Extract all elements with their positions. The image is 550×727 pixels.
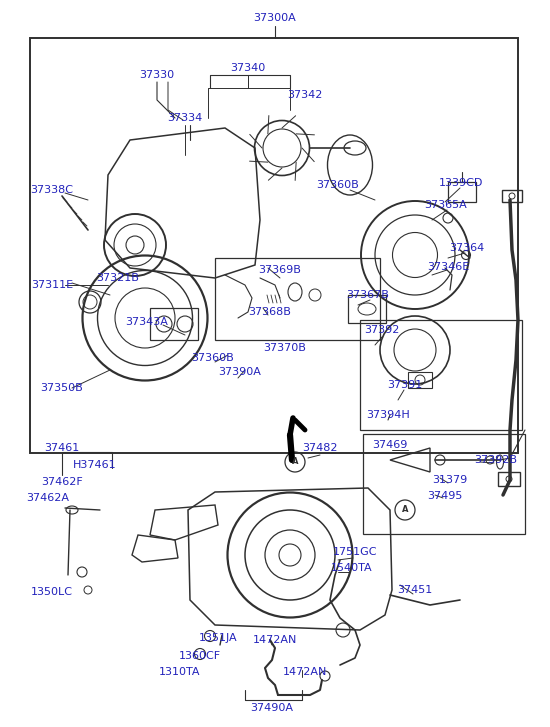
Text: 37365A: 37365A xyxy=(425,200,468,210)
Text: 37364: 37364 xyxy=(449,243,485,253)
Text: 37343A: 37343A xyxy=(125,317,168,327)
Text: 37482: 37482 xyxy=(302,443,338,453)
Text: A: A xyxy=(402,505,408,515)
Bar xyxy=(150,308,198,340)
Text: A: A xyxy=(292,457,298,467)
Text: 1472AN: 1472AN xyxy=(253,635,297,645)
Bar xyxy=(363,434,525,534)
Bar xyxy=(502,190,522,202)
Bar xyxy=(360,320,522,430)
Text: 37462A: 37462A xyxy=(26,493,69,503)
Text: 37391: 37391 xyxy=(387,380,422,390)
Text: 37390A: 37390A xyxy=(218,367,261,377)
Text: 37368B: 37368B xyxy=(249,307,292,317)
Text: 1540TA: 1540TA xyxy=(331,563,373,573)
Text: 1751GC: 1751GC xyxy=(333,547,377,557)
Bar xyxy=(498,472,520,486)
Text: 37461: 37461 xyxy=(45,443,80,453)
Text: 37338C: 37338C xyxy=(30,185,74,195)
Text: 37300A: 37300A xyxy=(254,13,296,23)
Bar xyxy=(215,258,380,340)
Bar xyxy=(348,295,386,323)
Text: 1472AN: 1472AN xyxy=(283,667,327,677)
Text: 37369B: 37369B xyxy=(258,265,301,275)
Text: 37360B: 37360B xyxy=(191,353,234,363)
Text: 37495: 37495 xyxy=(427,491,463,501)
Text: 1360CF: 1360CF xyxy=(179,651,221,661)
Text: 37370B: 37370B xyxy=(263,343,306,353)
Text: 37311E: 37311E xyxy=(31,280,73,290)
Text: 37360B: 37360B xyxy=(317,180,359,190)
Text: 37392B: 37392B xyxy=(475,455,518,465)
Text: 37367B: 37367B xyxy=(346,290,389,300)
Text: 37350B: 37350B xyxy=(41,383,84,393)
Text: 31379: 31379 xyxy=(432,475,468,485)
Text: 37462F: 37462F xyxy=(41,477,83,487)
Text: 1310TA: 1310TA xyxy=(160,667,201,677)
Text: 1350LC: 1350LC xyxy=(31,587,73,597)
Text: 37340: 37340 xyxy=(230,63,266,73)
Text: 37321B: 37321B xyxy=(97,273,140,283)
Text: 37451: 37451 xyxy=(397,585,433,595)
Text: 37342: 37342 xyxy=(287,90,323,100)
Text: 37392: 37392 xyxy=(364,325,400,335)
Text: 1351JA: 1351JA xyxy=(199,633,237,643)
Bar xyxy=(30,38,518,453)
Text: 1339CD: 1339CD xyxy=(439,178,483,188)
Text: 37469: 37469 xyxy=(372,440,408,450)
Text: 37394H: 37394H xyxy=(366,410,410,420)
Text: 37490A: 37490A xyxy=(250,703,294,713)
Text: 37346E: 37346E xyxy=(427,262,469,272)
Bar xyxy=(408,372,432,388)
Text: 37330: 37330 xyxy=(140,70,174,80)
Text: H37461: H37461 xyxy=(73,460,117,470)
Text: 37334: 37334 xyxy=(167,113,202,123)
Bar xyxy=(448,182,476,202)
